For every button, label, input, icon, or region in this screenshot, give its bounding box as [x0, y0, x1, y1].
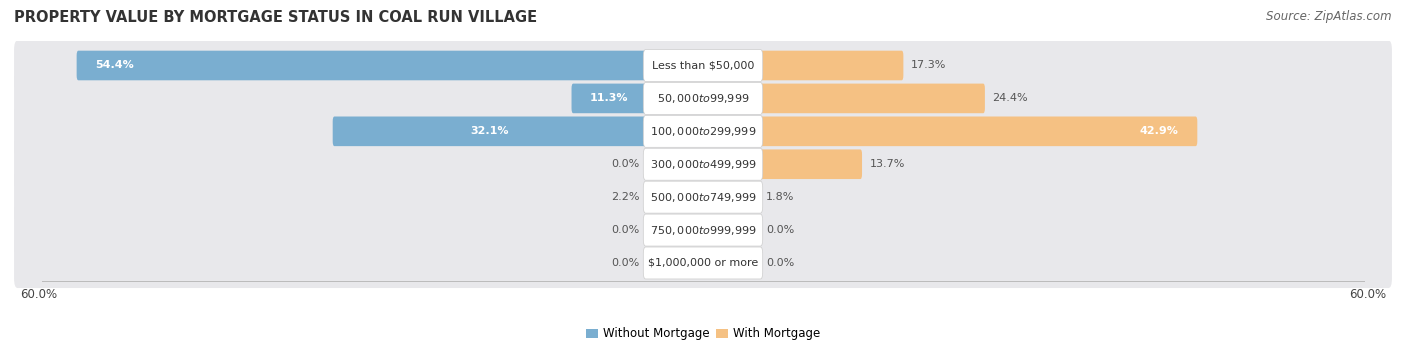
FancyBboxPatch shape	[14, 73, 1392, 123]
Text: Less than $50,000: Less than $50,000	[652, 61, 754, 70]
Text: 0.0%: 0.0%	[766, 258, 794, 268]
FancyBboxPatch shape	[14, 238, 1392, 288]
Text: 1.8%: 1.8%	[766, 192, 794, 202]
FancyBboxPatch shape	[644, 148, 762, 180]
Text: 0.0%: 0.0%	[766, 225, 794, 235]
FancyBboxPatch shape	[77, 51, 704, 80]
FancyBboxPatch shape	[676, 182, 704, 212]
Text: 32.1%: 32.1%	[471, 126, 509, 136]
Text: 60.0%: 60.0%	[20, 288, 56, 301]
Text: 24.4%: 24.4%	[993, 94, 1028, 103]
FancyBboxPatch shape	[14, 172, 1392, 222]
FancyBboxPatch shape	[644, 214, 762, 246]
Text: 0.0%: 0.0%	[612, 159, 640, 169]
FancyBboxPatch shape	[333, 117, 704, 146]
FancyBboxPatch shape	[702, 84, 984, 113]
FancyBboxPatch shape	[644, 82, 762, 114]
Text: 11.3%: 11.3%	[591, 94, 628, 103]
Text: $750,000 to $999,999: $750,000 to $999,999	[650, 224, 756, 237]
Text: $100,000 to $299,999: $100,000 to $299,999	[650, 125, 756, 138]
Text: 17.3%: 17.3%	[911, 61, 946, 70]
Text: $300,000 to $499,999: $300,000 to $499,999	[650, 158, 756, 171]
FancyBboxPatch shape	[644, 115, 762, 147]
Text: $50,000 to $99,999: $50,000 to $99,999	[657, 92, 749, 105]
FancyBboxPatch shape	[702, 51, 904, 80]
Text: $1,000,000 or more: $1,000,000 or more	[648, 258, 758, 268]
Legend: Without Mortgage, With Mortgage: Without Mortgage, With Mortgage	[581, 323, 825, 340]
Text: PROPERTY VALUE BY MORTGAGE STATUS IN COAL RUN VILLAGE: PROPERTY VALUE BY MORTGAGE STATUS IN COA…	[14, 10, 537, 25]
FancyBboxPatch shape	[14, 106, 1392, 156]
Text: 42.9%: 42.9%	[1139, 126, 1178, 136]
FancyBboxPatch shape	[702, 182, 725, 212]
FancyBboxPatch shape	[14, 139, 1392, 189]
FancyBboxPatch shape	[14, 205, 1392, 255]
Text: 0.0%: 0.0%	[612, 225, 640, 235]
FancyBboxPatch shape	[571, 84, 704, 113]
FancyBboxPatch shape	[702, 117, 1198, 146]
FancyBboxPatch shape	[644, 247, 762, 279]
Text: $500,000 to $749,999: $500,000 to $749,999	[650, 191, 756, 204]
Text: Source: ZipAtlas.com: Source: ZipAtlas.com	[1267, 10, 1392, 23]
FancyBboxPatch shape	[702, 149, 862, 179]
FancyBboxPatch shape	[644, 50, 762, 82]
FancyBboxPatch shape	[14, 40, 1392, 90]
Text: 2.2%: 2.2%	[612, 192, 640, 202]
FancyBboxPatch shape	[644, 181, 762, 213]
Text: 0.0%: 0.0%	[612, 258, 640, 268]
Text: 60.0%: 60.0%	[1350, 288, 1386, 301]
Text: 54.4%: 54.4%	[96, 61, 135, 70]
Text: 13.7%: 13.7%	[869, 159, 905, 169]
